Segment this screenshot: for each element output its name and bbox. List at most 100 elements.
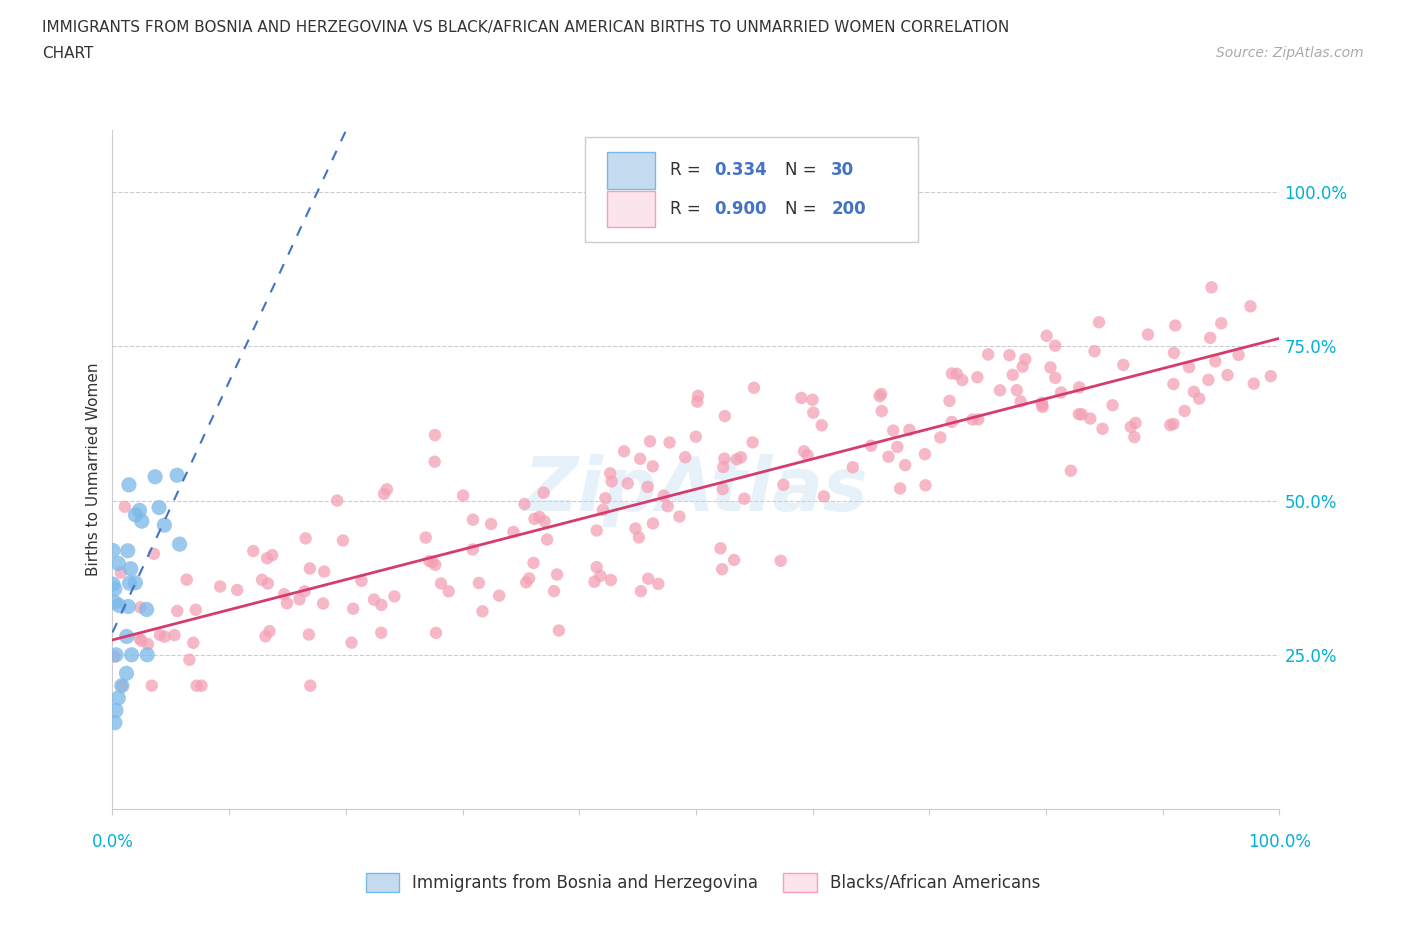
Point — [730, 450, 752, 465]
Point — [1159, 418, 1181, 432]
Point — [1014, 352, 1036, 366]
Point — [373, 486, 395, 501]
Point — [914, 446, 936, 461]
Point — [288, 591, 311, 606]
Point — [425, 626, 447, 641]
Point — [810, 418, 832, 432]
Point — [1050, 385, 1073, 400]
Point — [801, 405, 824, 420]
Point — [547, 623, 569, 638]
Point — [1010, 394, 1032, 409]
Point — [118, 477, 141, 492]
Point — [624, 521, 647, 536]
Point — [668, 509, 690, 524]
Point — [709, 541, 731, 556]
Point — [1164, 318, 1187, 333]
Point — [370, 625, 392, 640]
Point — [209, 579, 232, 594]
Point — [950, 373, 973, 388]
Point — [1035, 328, 1057, 343]
Point — [120, 562, 142, 577]
Point — [294, 584, 316, 599]
Point — [451, 488, 474, 503]
Point — [938, 393, 960, 408]
Text: ZipAtlas: ZipAtlas — [523, 454, 869, 526]
Point — [1163, 345, 1185, 360]
Point — [585, 523, 607, 538]
Point — [962, 412, 984, 427]
Point — [886, 440, 908, 455]
Point — [711, 562, 734, 577]
Text: IMMIGRANTS FROM BOSNIA AND HERZEGOVINA VS BLACK/AFRICAN AMERICAN BIRTHS TO UNMAR: IMMIGRANTS FROM BOSNIA AND HERZEGOVINA V… — [42, 20, 1010, 35]
Point — [533, 485, 555, 500]
Y-axis label: Births to Unmarried Women: Births to Unmarried Women — [86, 363, 101, 577]
Point — [882, 423, 904, 438]
Point — [101, 577, 124, 591]
Point — [941, 415, 963, 430]
Point — [1001, 367, 1024, 382]
Point — [153, 518, 176, 533]
Point — [742, 380, 765, 395]
Point — [790, 391, 813, 405]
Point — [929, 430, 952, 445]
Point — [422, 554, 444, 569]
Point — [423, 454, 446, 469]
Point — [276, 596, 298, 611]
Point — [131, 513, 153, 528]
Point — [685, 430, 707, 445]
Point — [129, 600, 152, 615]
Point — [592, 502, 614, 517]
Point — [184, 603, 207, 618]
Point — [190, 678, 212, 693]
Point — [107, 691, 129, 706]
Point — [257, 576, 280, 591]
Text: CHART: CHART — [42, 46, 94, 61]
Point — [471, 604, 494, 618]
Point — [1216, 367, 1239, 382]
Point — [711, 459, 734, 474]
Point — [796, 448, 818, 463]
Point — [515, 575, 537, 590]
Text: 0.0%: 0.0% — [91, 833, 134, 851]
Point — [186, 678, 208, 693]
Point — [1182, 384, 1205, 399]
Point — [793, 444, 815, 458]
Point — [600, 474, 623, 489]
Point — [342, 602, 364, 617]
Point — [437, 584, 460, 599]
Point — [945, 366, 967, 381]
Point — [128, 503, 150, 518]
Point — [533, 514, 555, 529]
Point — [1178, 360, 1201, 375]
Legend: Immigrants from Bosnia and Herzegovina, Blacks/African Americans: Immigrants from Bosnia and Herzegovina, … — [359, 866, 1047, 898]
Point — [1174, 404, 1197, 418]
Text: 200: 200 — [831, 200, 866, 218]
Point — [599, 573, 621, 588]
Point — [115, 629, 138, 644]
Point — [1031, 398, 1053, 413]
Point — [468, 576, 491, 591]
Point — [430, 576, 453, 591]
Point — [1239, 299, 1261, 313]
Point — [1069, 380, 1091, 395]
Point — [131, 633, 153, 648]
Point — [143, 470, 166, 485]
Point — [711, 482, 734, 497]
Point — [163, 628, 186, 643]
Point — [105, 647, 128, 662]
Point — [135, 602, 157, 617]
Point — [599, 466, 621, 481]
Point — [637, 571, 659, 586]
Point — [1070, 407, 1092, 422]
Point — [314, 565, 336, 579]
Point — [522, 555, 544, 570]
Point — [1136, 327, 1159, 342]
Point — [894, 458, 917, 472]
Point — [1011, 359, 1033, 374]
Point — [686, 389, 709, 404]
Point — [104, 703, 127, 718]
Point — [613, 444, 636, 458]
Point — [110, 565, 132, 580]
Point — [479, 516, 502, 531]
Point — [870, 404, 893, 418]
